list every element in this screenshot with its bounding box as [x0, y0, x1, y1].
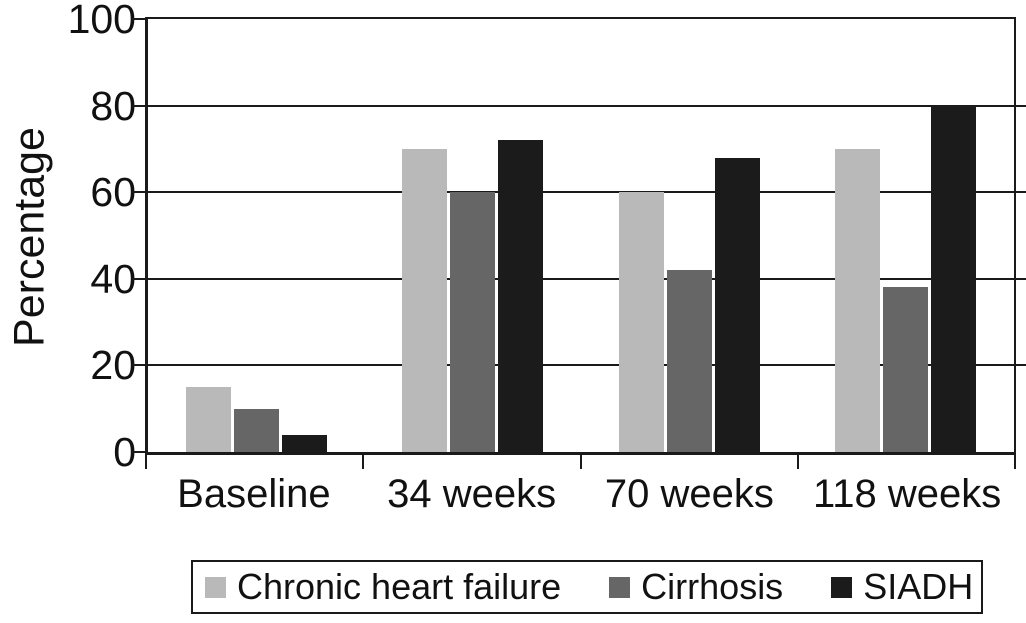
bar-groups	[148, 19, 1014, 452]
gridline	[148, 364, 1014, 367]
x-tick-mark	[362, 455, 365, 469]
bar-cirrhosis	[666, 270, 712, 452]
y-tick-label: 20	[90, 342, 136, 389]
bar-chronic-heart-failure	[185, 387, 231, 452]
bar-group-70-weeks	[581, 19, 798, 452]
y-tick-mark	[132, 364, 145, 367]
bar-siadh	[931, 105, 977, 452]
bar-group-118-weeks	[798, 19, 1015, 452]
gridline	[148, 277, 1014, 280]
bar-cirrhosis	[450, 192, 496, 452]
legend-label: Chronic heart failure	[237, 566, 562, 607]
x-axis-tick-labels: Baseline 34 weeks 70 weeks 118 weeks	[145, 472, 1016, 517]
x-tick-label: 70 weeks	[604, 472, 774, 516]
y-tick-label: 60	[90, 169, 136, 216]
gridline	[148, 104, 1014, 107]
y-tick-mark-right	[1016, 364, 1026, 367]
y-tick-mark-right	[1016, 277, 1026, 280]
bar-group-34-weeks	[365, 19, 582, 452]
bar-chronic-heart-failure	[618, 192, 664, 452]
gridline	[148, 191, 1014, 194]
y-tick-label: 80	[90, 82, 136, 129]
legend-swatch-icon	[831, 576, 853, 598]
x-tick-label: Baseline	[177, 472, 331, 516]
legend-item-siadh: SIADH	[831, 566, 973, 608]
y-tick-mark	[132, 277, 145, 280]
x-tick-label: 118 weeks	[812, 472, 1002, 516]
x-tick-mark	[579, 455, 582, 469]
bar-siadh	[498, 140, 544, 452]
x-tick-mark	[1014, 455, 1016, 469]
legend-label: SIADH	[863, 566, 974, 607]
y-tick-label: 0	[113, 429, 136, 475]
legend-label: Cirrhosis	[641, 566, 784, 607]
legend-swatch-icon	[205, 576, 226, 598]
bar-cirrhosis	[233, 408, 279, 452]
y-tick-label: 40	[90, 255, 136, 302]
bar-cirrhosis	[883, 287, 929, 452]
y-tick-mark	[132, 18, 145, 20]
x-tick-mark	[796, 455, 799, 469]
y-tick-mark	[132, 451, 145, 453]
y-tick-mark-right	[1016, 191, 1026, 194]
x-tick-label: 34 weeks	[387, 472, 557, 516]
y-tick-label: 100	[67, 0, 136, 42]
bar-chronic-heart-failure	[402, 148, 448, 452]
legend-item-chronic-heart-failure: Chronic heart failure	[205, 566, 561, 608]
legend-swatch-icon	[609, 576, 631, 598]
bar-group-baseline	[148, 19, 365, 452]
x-tick-mark	[145, 455, 147, 469]
bar-siadh	[714, 157, 760, 452]
legend-item-cirrhosis: Cirrhosis	[609, 566, 783, 608]
y-axis-label: Percentage	[5, 127, 54, 347]
bar-chronic-heart-failure	[835, 148, 881, 452]
bar-siadh	[281, 434, 327, 452]
legend: Chronic heart failure Cirrhosis SIADH	[191, 560, 983, 614]
y-tick-mark	[132, 104, 145, 107]
plot-area	[145, 17, 1016, 455]
y-tick-mark	[132, 191, 145, 194]
y-tick-mark-right	[1016, 104, 1026, 107]
